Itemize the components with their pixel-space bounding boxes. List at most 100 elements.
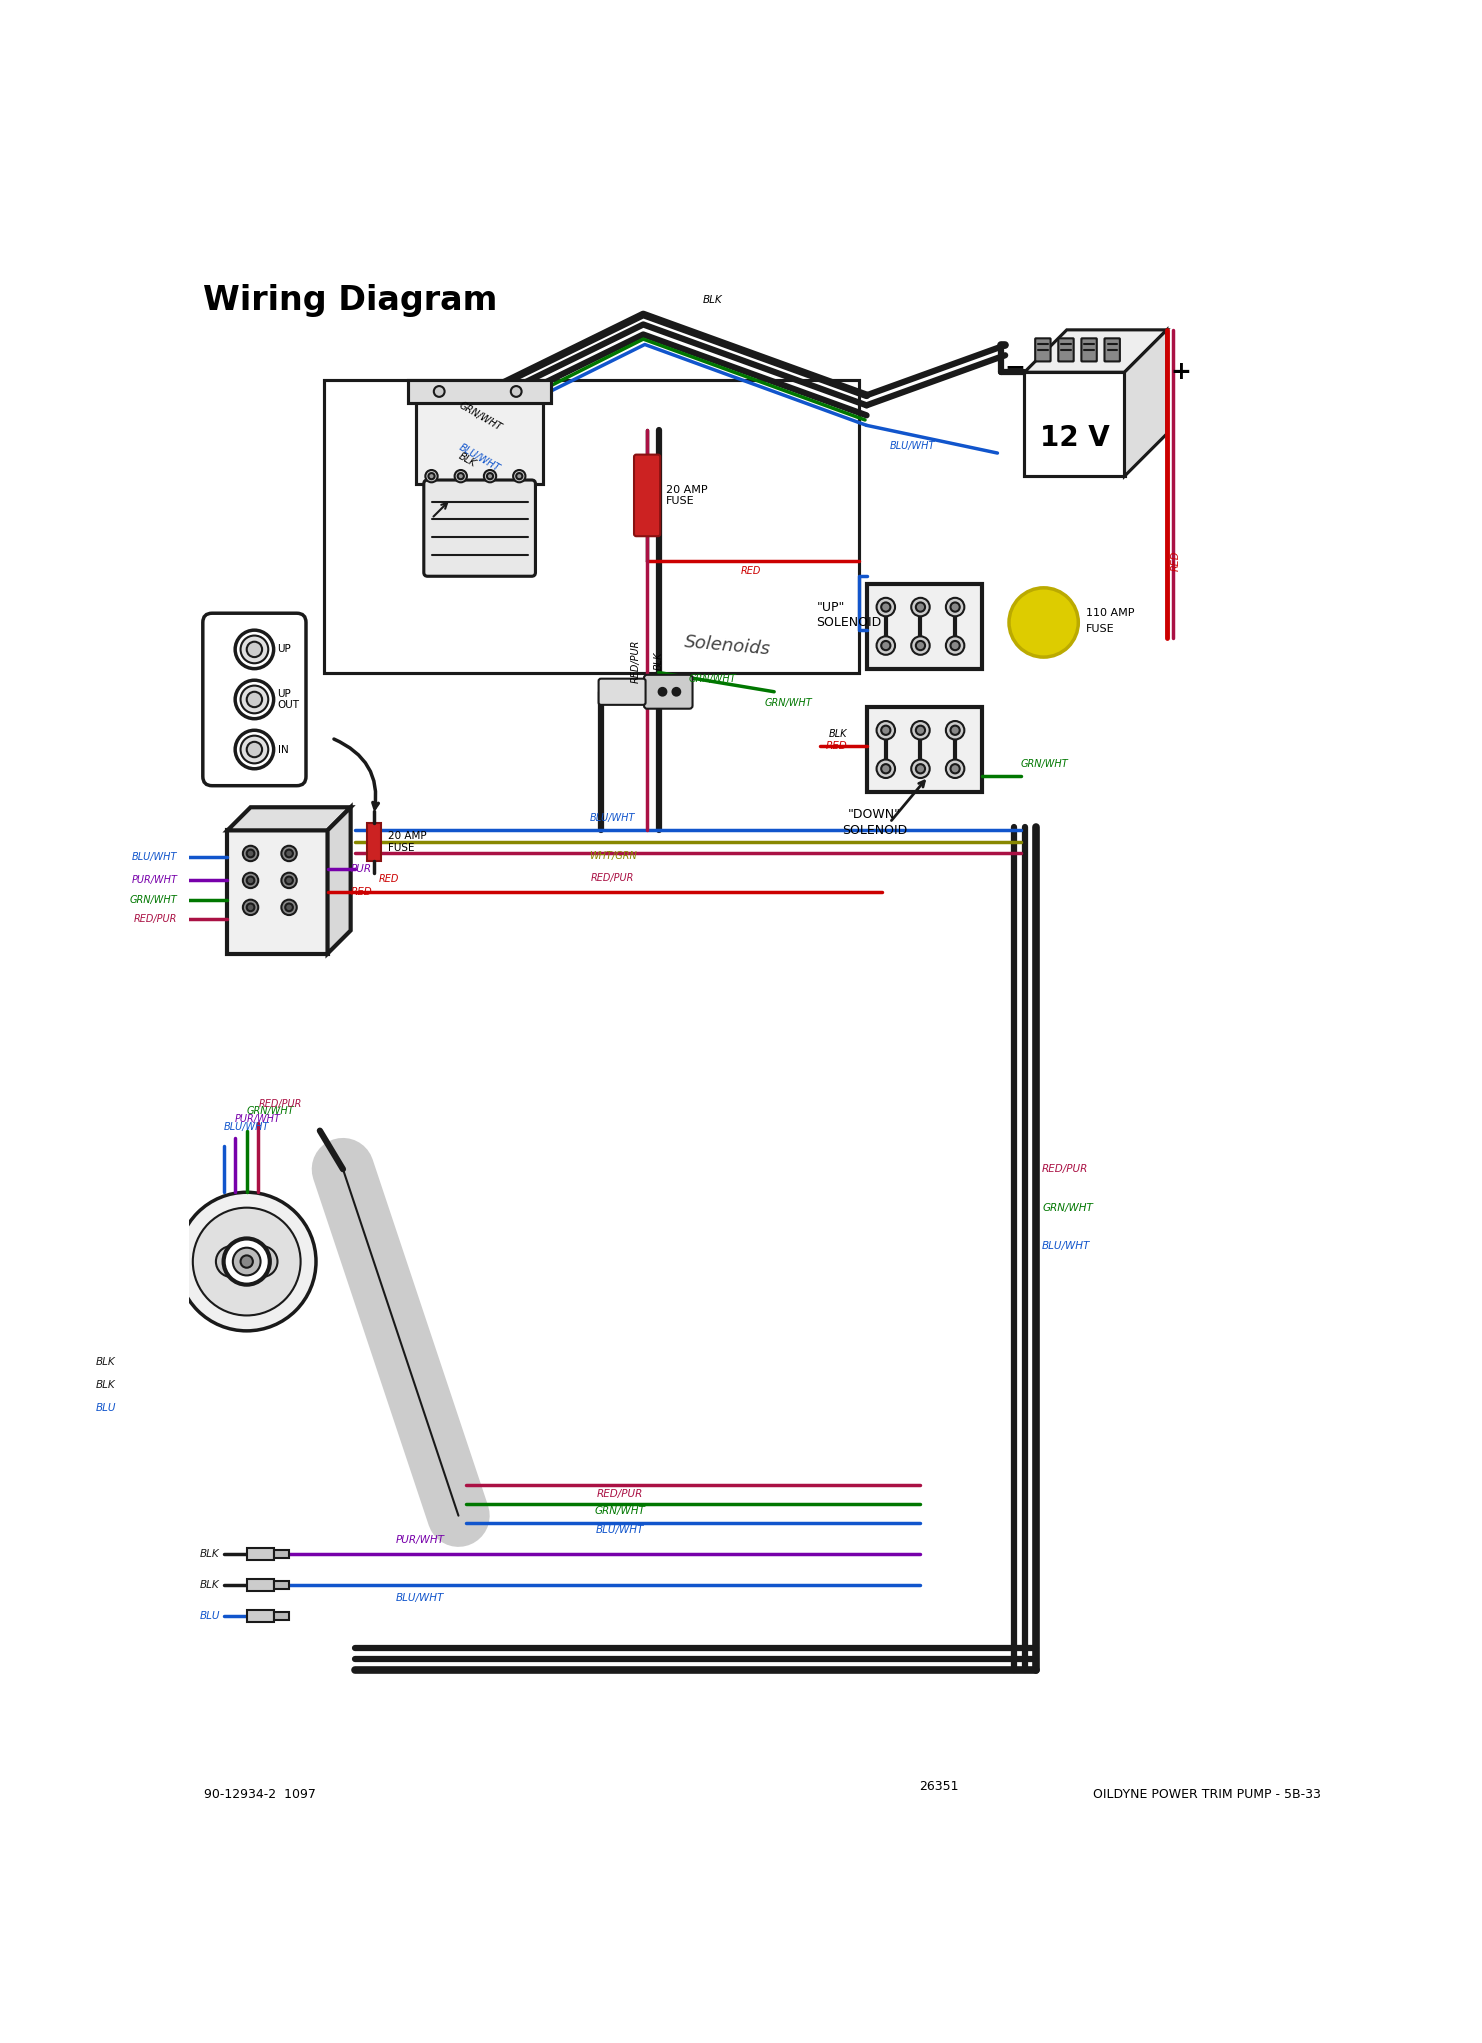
Circle shape	[950, 725, 960, 735]
Circle shape	[243, 872, 258, 889]
Text: BLK: BLK	[828, 729, 848, 740]
Text: BLU: BLU	[199, 1610, 219, 1620]
FancyBboxPatch shape	[1104, 339, 1120, 362]
Text: RED: RED	[825, 742, 848, 750]
Text: BLK: BLK	[200, 1549, 219, 1559]
Circle shape	[122, 1355, 133, 1369]
Text: BLK: BLK	[654, 652, 664, 670]
Bar	[867, 707, 983, 793]
Circle shape	[246, 903, 255, 911]
Text: SOLENOID: SOLENOID	[842, 823, 907, 838]
Circle shape	[178, 1193, 316, 1330]
Text: BLU/WHT: BLU/WHT	[456, 441, 501, 474]
FancyBboxPatch shape	[416, 394, 544, 484]
Circle shape	[946, 599, 965, 617]
Text: PUR/WHT: PUR/WHT	[236, 1113, 282, 1124]
Circle shape	[236, 680, 274, 719]
Circle shape	[950, 642, 960, 650]
Circle shape	[483, 470, 496, 482]
Circle shape	[876, 599, 895, 617]
Circle shape	[876, 760, 895, 778]
Circle shape	[193, 1207, 301, 1316]
Text: RED/PUR: RED/PUR	[597, 1489, 643, 1500]
Circle shape	[911, 760, 929, 778]
Circle shape	[916, 603, 925, 611]
Bar	[246, 1549, 274, 1561]
Circle shape	[282, 846, 296, 862]
Text: GRN/WHT: GRN/WHT	[456, 400, 504, 433]
Bar	[246, 1579, 274, 1591]
Circle shape	[658, 688, 667, 695]
Text: BLK: BLK	[96, 1357, 116, 1367]
Text: RED/PUR: RED/PUR	[133, 913, 178, 923]
Circle shape	[224, 1238, 270, 1285]
FancyBboxPatch shape	[645, 674, 692, 709]
Text: IN: IN	[277, 744, 289, 754]
Circle shape	[425, 470, 437, 482]
Circle shape	[282, 899, 296, 915]
FancyBboxPatch shape	[1082, 339, 1097, 362]
Circle shape	[428, 474, 434, 480]
Circle shape	[946, 635, 965, 656]
Circle shape	[285, 903, 293, 911]
Text: BLU: BLU	[95, 1404, 116, 1414]
Text: RED: RED	[1171, 552, 1181, 572]
Circle shape	[488, 474, 494, 480]
Text: +: +	[1171, 360, 1192, 384]
Text: 110 AMP: 110 AMP	[1086, 609, 1135, 619]
Text: GRN/WHT: GRN/WHT	[129, 895, 178, 905]
Bar	[274, 1612, 289, 1620]
FancyBboxPatch shape	[424, 480, 535, 576]
Circle shape	[876, 721, 895, 740]
Text: RED/PUR: RED/PUR	[258, 1099, 302, 1109]
Text: FUSE: FUSE	[1086, 623, 1114, 633]
Circle shape	[882, 603, 891, 611]
Circle shape	[246, 850, 255, 858]
Circle shape	[246, 1246, 277, 1277]
Text: 20 AMP
FUSE: 20 AMP FUSE	[388, 832, 427, 852]
Circle shape	[876, 635, 895, 656]
Polygon shape	[1024, 329, 1166, 372]
Circle shape	[916, 764, 925, 774]
Circle shape	[916, 642, 925, 650]
Text: BLU/WHT: BLU/WHT	[132, 852, 178, 862]
Circle shape	[285, 876, 293, 885]
Text: 12 V: 12 V	[1039, 423, 1110, 452]
Text: RED/PUR: RED/PUR	[631, 639, 640, 682]
Text: RED: RED	[741, 566, 762, 576]
Circle shape	[236, 629, 274, 668]
Text: "DOWN": "DOWN"	[848, 809, 901, 821]
Text: BLK: BLK	[702, 296, 722, 304]
Circle shape	[243, 899, 258, 915]
Text: GRN/WHT: GRN/WHT	[1021, 758, 1069, 768]
Circle shape	[882, 764, 891, 774]
Text: GRN/WHT: GRN/WHT	[689, 674, 737, 684]
Polygon shape	[328, 807, 351, 954]
Circle shape	[246, 642, 262, 658]
Circle shape	[513, 470, 526, 482]
Circle shape	[950, 764, 960, 774]
Circle shape	[916, 725, 925, 735]
Text: UP: UP	[277, 644, 292, 654]
Text: PUR: PUR	[351, 864, 372, 874]
Polygon shape	[227, 829, 328, 954]
Circle shape	[282, 872, 296, 889]
Text: 90-12934-2  1097: 90-12934-2 1097	[205, 1788, 316, 1800]
Text: BLK: BLK	[456, 452, 477, 468]
FancyBboxPatch shape	[599, 678, 646, 705]
Circle shape	[455, 470, 467, 482]
Circle shape	[882, 642, 891, 650]
Text: WHT/GRN: WHT/GRN	[588, 852, 636, 862]
Text: BLU/WHT: BLU/WHT	[224, 1122, 270, 1132]
Text: BLU/WHT: BLU/WHT	[596, 1524, 645, 1534]
Text: BLK: BLK	[200, 1579, 219, 1589]
Bar	[409, 380, 551, 402]
Text: Solenoids: Solenoids	[685, 633, 772, 658]
Circle shape	[236, 729, 274, 768]
Text: RED: RED	[351, 887, 372, 897]
Text: SOLENOID: SOLENOID	[817, 615, 882, 629]
Bar	[274, 1551, 289, 1559]
Text: −: −	[1005, 355, 1026, 378]
Circle shape	[950, 603, 960, 611]
FancyBboxPatch shape	[1036, 339, 1051, 362]
